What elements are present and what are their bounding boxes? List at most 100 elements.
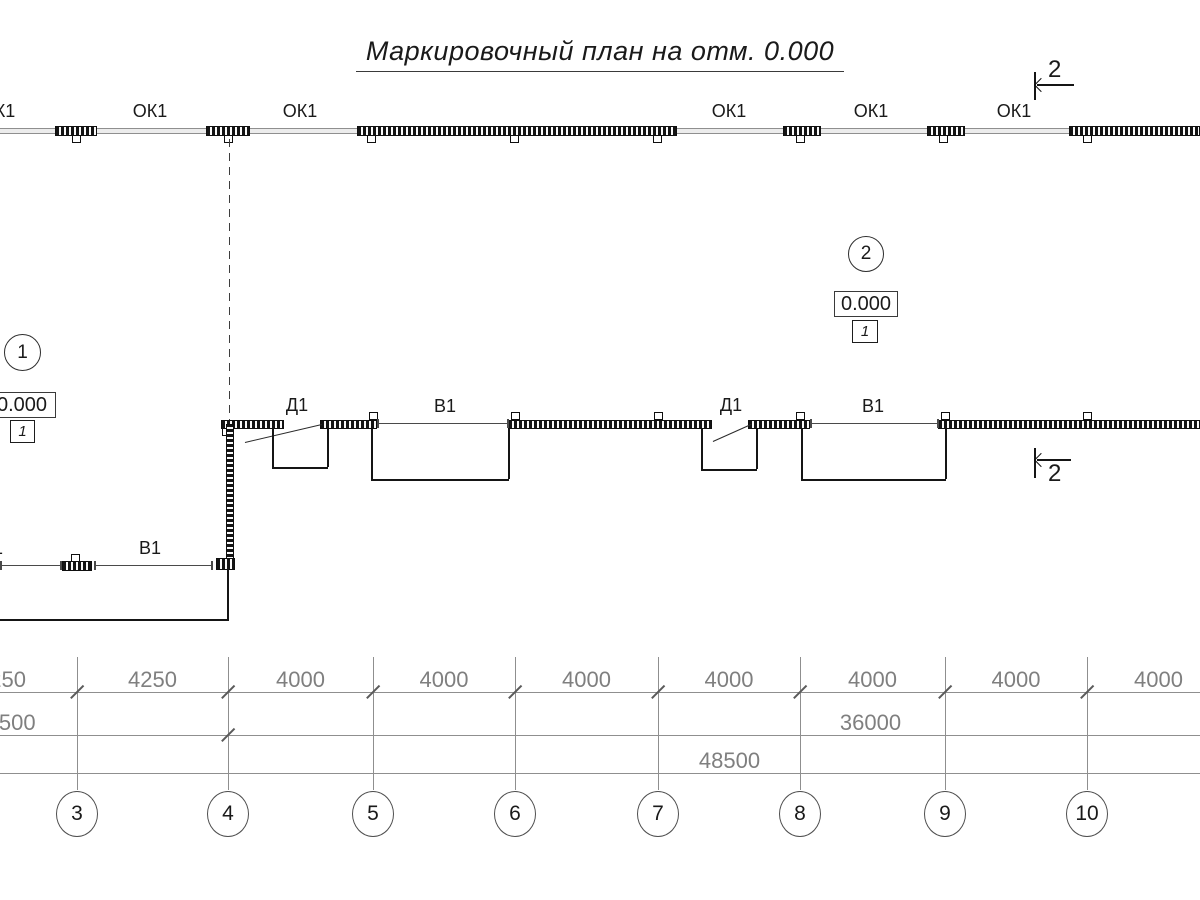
wall-tick xyxy=(654,412,663,420)
section-label: 2 xyxy=(1048,460,1062,487)
gate-opening-end xyxy=(211,561,213,570)
dimension-value: 4250 xyxy=(0,667,26,692)
grid-line xyxy=(77,657,78,790)
dimension-value: 4000 xyxy=(419,667,469,692)
room-number-circle: 2 xyxy=(848,236,884,272)
dashed-reference-line xyxy=(229,139,231,421)
window-label: ОК1 xyxy=(996,101,1032,121)
gate-opening-line xyxy=(377,423,508,424)
drawing-title-wrap: Маркировочный план на отм. 0.000 xyxy=(0,36,1200,72)
grid-bubble: 9 xyxy=(924,791,966,837)
gate-opening-end xyxy=(507,419,509,428)
door-leaf-line xyxy=(712,424,752,443)
grid-bubble: 6 xyxy=(494,791,536,837)
section-line xyxy=(1034,448,1036,478)
window-tick xyxy=(367,135,376,143)
elevation-box: 0.000 xyxy=(834,291,898,317)
dimension-value: 48500 xyxy=(698,748,761,773)
recess-wall xyxy=(701,469,757,471)
section-arrow-icon xyxy=(1033,452,1049,468)
dimension-value: 4000 xyxy=(704,667,754,692)
gate-opening-end xyxy=(810,419,812,428)
window-label: ОК1 xyxy=(711,101,747,121)
gate-opening-end xyxy=(94,561,96,570)
recess-wall xyxy=(508,429,510,479)
gate-label: В1 xyxy=(861,396,885,416)
wall-segment xyxy=(221,420,284,429)
grid-line xyxy=(515,657,516,790)
window-label: ОК1 xyxy=(132,101,168,121)
section-label: 2 xyxy=(1048,56,1062,83)
grid-bubble: 5 xyxy=(352,791,394,837)
gate-opening-line xyxy=(810,423,938,424)
recess-wall xyxy=(945,429,947,479)
window-tick xyxy=(72,135,81,143)
wall-tick xyxy=(796,412,805,420)
window-label: ОК1 xyxy=(0,101,16,121)
window-label: ОК1 xyxy=(282,101,318,121)
building-outline xyxy=(0,619,229,621)
gate-opening-end xyxy=(0,561,2,570)
room-number-circle: 1 xyxy=(4,334,41,371)
wall-segment xyxy=(320,420,377,429)
gate-label: В1 xyxy=(0,538,3,559)
dimension-value: 4000 xyxy=(276,667,325,692)
recess-wall xyxy=(272,429,274,467)
grid-bubble: 4 xyxy=(207,791,249,837)
grid-line xyxy=(228,657,229,790)
recess-wall xyxy=(327,429,329,467)
grid-line xyxy=(658,657,659,790)
grid-line xyxy=(1087,657,1088,790)
wall-segment xyxy=(748,420,810,429)
window-tick xyxy=(939,135,948,143)
wall-tick xyxy=(369,412,378,420)
recess-wall xyxy=(756,429,758,469)
recess-wall xyxy=(371,429,373,479)
section-line xyxy=(1037,459,1071,461)
gate-opening-end xyxy=(377,419,379,428)
wall-pier xyxy=(62,561,92,571)
window-tick xyxy=(224,135,233,143)
window-tick xyxy=(510,135,519,143)
gate-opening-line xyxy=(0,565,61,566)
dimension-value: 4000 xyxy=(848,667,897,692)
note-box: 1 xyxy=(852,320,878,343)
window-tick xyxy=(653,135,662,143)
dimension-line xyxy=(0,692,1200,693)
section-line xyxy=(1037,84,1074,86)
wall-tick xyxy=(941,412,950,420)
window-tick xyxy=(796,135,805,143)
wall-tick xyxy=(1083,412,1092,420)
dimension-value: 36000 xyxy=(839,710,902,735)
grid-bubble: 3 xyxy=(56,791,98,837)
recess-wall xyxy=(801,429,803,479)
dimension-value: 4000 xyxy=(562,667,611,692)
dimension-line xyxy=(0,735,1200,736)
recess-wall xyxy=(371,479,509,481)
grid-bubble: 7 xyxy=(637,791,679,837)
grid-line xyxy=(945,657,946,790)
wall-segment xyxy=(508,420,712,429)
grid-line xyxy=(373,657,374,790)
dimension-value: 12500 xyxy=(0,710,36,735)
door-label: Д1 xyxy=(285,395,309,415)
building-outline xyxy=(227,568,229,620)
dimension-value: 4000 xyxy=(991,667,1041,692)
grid-bubble: 10 xyxy=(1066,791,1108,837)
gate-opening-end xyxy=(60,561,62,570)
recess-wall xyxy=(701,429,703,469)
dimension-value: 4250 xyxy=(128,667,177,692)
grid-line xyxy=(800,657,801,790)
gate-opening-line xyxy=(94,565,212,566)
section-line xyxy=(1034,72,1036,100)
wall-segment xyxy=(938,420,1200,429)
note-box: 1 xyxy=(10,420,35,443)
dimension-line xyxy=(0,773,1200,774)
gate-label: В1 xyxy=(138,538,162,558)
dimension-value: 4000 xyxy=(1134,667,1183,692)
door-label: Д1 xyxy=(719,395,743,415)
grid-bubble: 8 xyxy=(779,791,821,837)
wall-tick xyxy=(511,412,520,420)
gate-label: В1 xyxy=(433,396,457,416)
